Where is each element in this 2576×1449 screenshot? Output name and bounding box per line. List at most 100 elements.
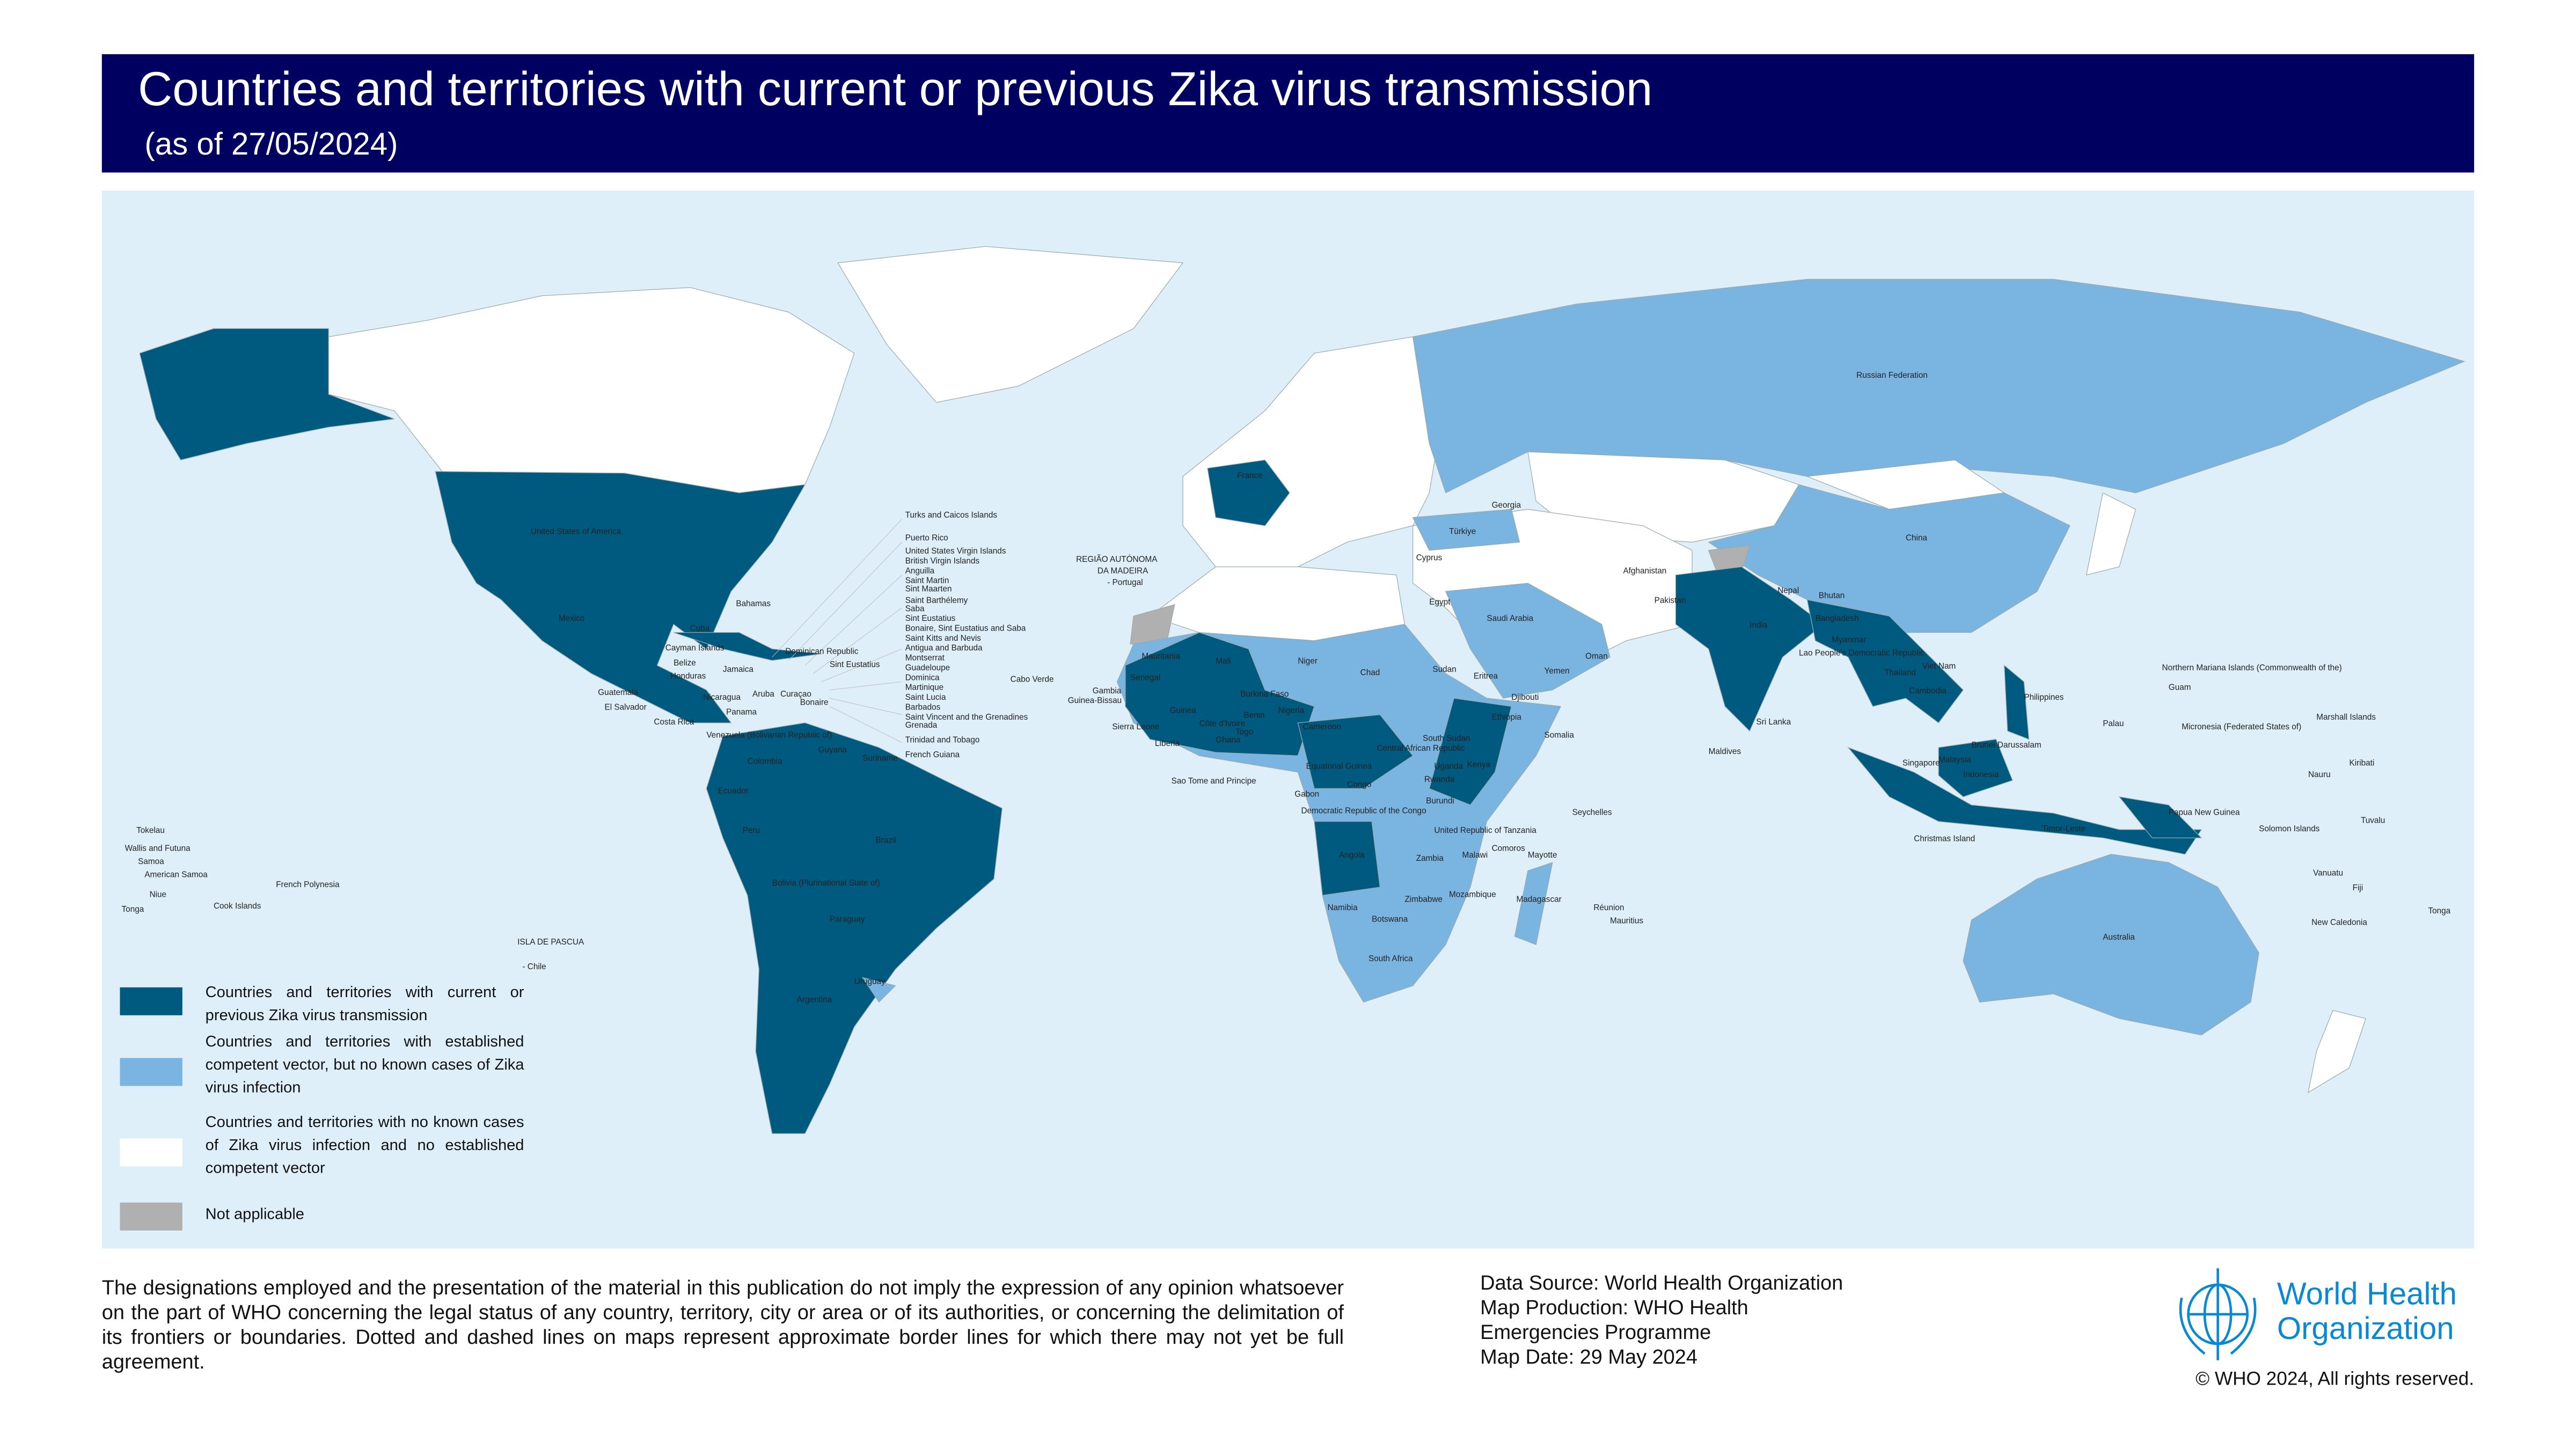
page-subtitle: (as of 27/05/2024) xyxy=(144,128,398,163)
copyright: © WHO 2024, All rights reserved. xyxy=(2196,1370,2475,1390)
country-label: Saudi Arabia xyxy=(1487,614,1534,625)
legend-swatch-white xyxy=(120,1138,182,1167)
country-label: Djibouti xyxy=(1511,693,1539,704)
country-label: Myanmar xyxy=(1832,635,1867,646)
country-label: Maldives xyxy=(1708,747,1741,758)
country-label: Cayman Islands xyxy=(665,643,724,654)
country-label: Saint Lucia xyxy=(905,693,946,704)
legend-label: Countries and territories with establish… xyxy=(205,1033,524,1097)
country-label: Gabon xyxy=(1294,790,1320,800)
country-label: Sao Tome and Principe xyxy=(1171,777,1256,787)
country-label: - Portugal xyxy=(1107,578,1143,588)
country-label: Afghanistan xyxy=(1623,567,1667,577)
region-turkiye xyxy=(1412,509,1520,551)
country-label: El Salvador xyxy=(604,703,647,713)
country-label: Malawi xyxy=(1462,851,1488,861)
region-south-america xyxy=(706,722,1002,1134)
country-label: Madagascar xyxy=(1516,895,1562,905)
country-label: Zambia xyxy=(1416,854,1444,865)
country-label: Benin xyxy=(1243,711,1265,721)
title-banner: Countries and territories with current o… xyxy=(101,54,2475,173)
country-label: French Polynesia xyxy=(276,880,340,891)
region-france xyxy=(1207,459,1290,526)
country-label: Bahamas xyxy=(736,599,771,610)
country-label: South Sudan xyxy=(1422,734,1470,744)
country-label: Rwanda xyxy=(1424,775,1455,786)
country-label: Venezuela (Bolivarian Republic of) xyxy=(706,731,832,741)
country-label: Cambodia xyxy=(1909,686,1946,697)
country-label: Cameroon xyxy=(1302,722,1342,733)
country-label: Fiji xyxy=(2352,883,2363,894)
region-png xyxy=(2118,796,2202,838)
country-label: Puerto Rico xyxy=(905,533,948,544)
country-label: Democratic Republic of the Congo xyxy=(1301,807,1426,817)
country-label: Nauru xyxy=(2308,770,2331,781)
country-label: DA MADEIRA xyxy=(1097,567,1148,577)
country-label: Turks and Caicos Islands xyxy=(905,511,998,521)
country-label: Vanuatu xyxy=(2313,869,2344,879)
country-label: Uruguay xyxy=(854,977,885,987)
country-label: Comoros xyxy=(1491,844,1525,854)
country-label: Sierra Leone xyxy=(1112,722,1160,733)
country-label: Guinea-Bissau xyxy=(1067,696,1122,707)
country-label: Nepal xyxy=(1777,586,1799,597)
country-label: Barbados xyxy=(905,703,941,713)
country-label: Guadeloupe xyxy=(905,663,950,674)
country-label: Gambia xyxy=(1092,686,1122,697)
country-label: Aruba xyxy=(752,690,774,700)
country-label: Tokelau xyxy=(136,826,165,837)
country-label: French Guiana xyxy=(905,750,960,761)
region-central-africa-current xyxy=(1297,714,1414,789)
country-label: Timor-Leste xyxy=(2042,824,2086,835)
country-label: Saint Kitts and Nevis xyxy=(905,634,981,644)
country-label: Malaysia xyxy=(1938,756,1971,766)
country-label: Nigeria xyxy=(1278,706,1305,716)
country-label: Singapore xyxy=(1902,759,1940,769)
country-label: Anguilla xyxy=(905,567,935,577)
country-label: Cook Islands xyxy=(213,902,261,912)
country-label: Sint Eustatius xyxy=(905,614,956,625)
map-production-cont: Emergencies Programme xyxy=(1480,1321,1711,1344)
country-label: Burkina Faso xyxy=(1240,690,1289,700)
country-label: Sint Eustatius xyxy=(829,660,880,670)
country-label: Mauritius xyxy=(1609,917,1644,927)
country-label: Paraguay xyxy=(829,915,865,925)
country-label: Chad xyxy=(1360,668,1380,679)
region-alaska xyxy=(139,328,394,460)
legend-label: Countries and territories with current o… xyxy=(205,984,524,1026)
country-label: Nicaragua xyxy=(703,693,741,704)
country-label: Curaçao xyxy=(780,690,811,700)
country-label: Suriname xyxy=(862,754,898,764)
world-map: United States of America Mexico Bahamas Cub… xyxy=(101,191,2475,1249)
country-label: Montserrat xyxy=(905,654,945,664)
country-label: Ethiopia xyxy=(1491,713,1521,723)
country-label: - Chile xyxy=(522,962,546,973)
country-label: Dominica xyxy=(905,674,940,684)
region-borneo xyxy=(1938,738,2013,797)
country-label: Micronesia (Federated States of) xyxy=(2182,722,2302,733)
country-label: Samoa xyxy=(138,857,164,868)
country-label: Saint Barthélemy xyxy=(905,596,968,606)
country-label: Congo xyxy=(1347,780,1372,791)
logo-line-1: World Health xyxy=(2277,1278,2457,1313)
country-label: Saba xyxy=(905,604,925,614)
region-australia xyxy=(1963,854,2259,1036)
map-credits: Data Source: World Health Organization M… xyxy=(1480,1271,1843,1370)
region-southeast-asia xyxy=(1806,599,1964,723)
country-label: Russian Federation xyxy=(1856,371,1928,382)
region-north-africa xyxy=(1149,566,1406,641)
country-label: Eritrea xyxy=(1473,672,1498,682)
country-label: Guatemala xyxy=(598,688,639,699)
country-label: Ghana xyxy=(1216,736,1241,746)
country-label: Ecuador xyxy=(718,787,749,797)
country-label: Senegal xyxy=(1130,674,1161,684)
country-label: Dominican Republic xyxy=(785,647,859,657)
country-label: Yemen xyxy=(1544,667,1570,677)
country-label: Namibia xyxy=(1327,903,1358,914)
region-caribbean xyxy=(673,632,822,661)
country-label: Bonaire, Sint Eustatius and Saba xyxy=(905,624,1026,634)
country-label: Antigua and Barbuda xyxy=(905,643,983,654)
country-label: Sint Maarten xyxy=(905,584,952,595)
region-usa-mexico xyxy=(435,471,806,723)
